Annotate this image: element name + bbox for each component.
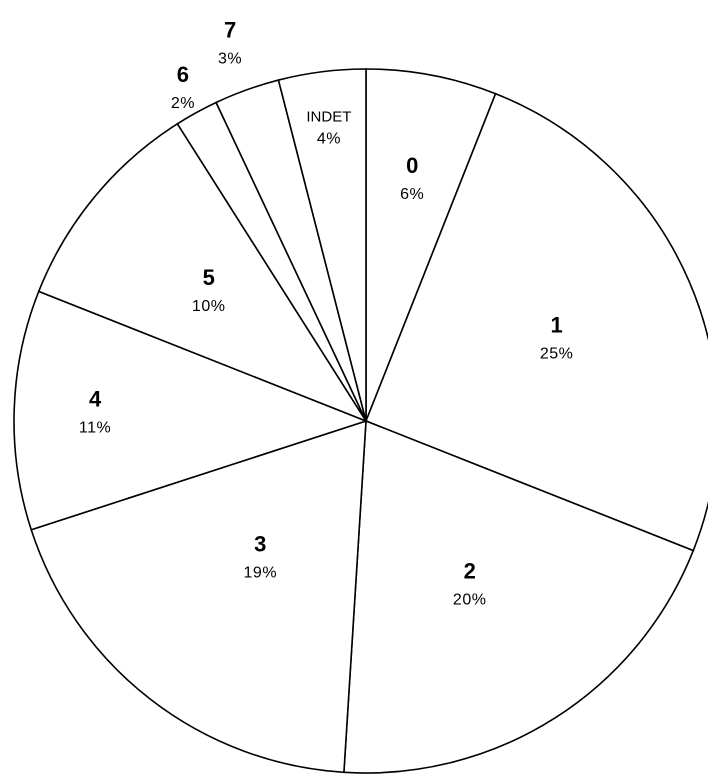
pie-slice-3 bbox=[30, 419, 367, 774]
slice-label-3: 3 bbox=[254, 531, 266, 556]
pie-slice-2 bbox=[343, 419, 695, 774]
slice-label-5: 5 bbox=[203, 265, 215, 290]
slice-value-0: 6% bbox=[400, 186, 424, 203]
slice-value-6: 2% bbox=[171, 95, 195, 112]
slice-label-2: 2 bbox=[464, 559, 476, 584]
pie-slice-indet bbox=[277, 68, 367, 422]
slice-label-0: 0 bbox=[406, 153, 418, 178]
pie-slice-5 bbox=[37, 122, 368, 423]
slice-value-5: 10% bbox=[192, 298, 226, 315]
slice-value-4: 11% bbox=[79, 420, 111, 437]
pie-labels: 0 6% 1 25% 2 20% 3 19% 4 11% 5 10% 6 2% 7 3% INDET 4% bbox=[79, 17, 573, 608]
slice-value-1: 25% bbox=[540, 346, 574, 363]
slice-label-7: 7 bbox=[224, 17, 236, 42]
slice-label-indet: INDET bbox=[306, 109, 351, 126]
pie-slices bbox=[13, 68, 708, 774]
slice-value-7: 3% bbox=[218, 50, 242, 67]
pie-slice-1 bbox=[364, 92, 708, 552]
pie-slice-0 bbox=[365, 68, 497, 422]
slice-label-4: 4 bbox=[89, 387, 102, 412]
pie-slice-4 bbox=[13, 290, 369, 531]
slice-value-2: 20% bbox=[453, 592, 487, 609]
slice-label-6: 6 bbox=[177, 62, 189, 87]
slice-value-indet: 4% bbox=[317, 131, 341, 148]
slice-label-1: 1 bbox=[550, 313, 562, 338]
slice-value-3: 19% bbox=[244, 564, 278, 581]
